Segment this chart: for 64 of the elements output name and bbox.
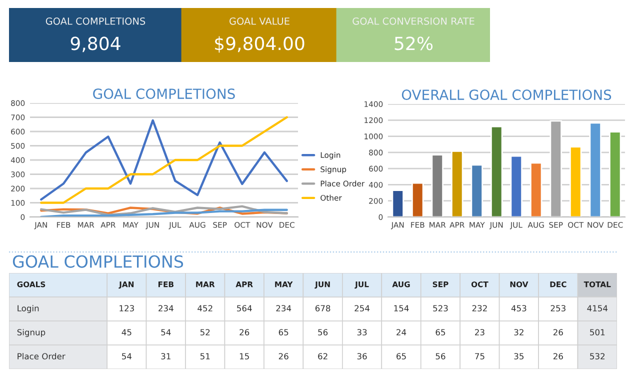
data-label: 65 — [278, 329, 288, 336]
data-label: 234 — [158, 305, 174, 312]
chart-title: OVERALL GOAL COMPLETIONS — [402, 90, 612, 100]
data-label: 75 — [475, 353, 484, 360]
bar — [609, 131, 622, 217]
data-label: 35 — [514, 353, 524, 360]
bar — [392, 190, 404, 217]
data-label: 56 — [436, 353, 446, 360]
chart-title: GOAL COMPLETIONS — [12, 255, 184, 268]
data-label: 532 — [590, 353, 605, 360]
data-label: 253 — [550, 305, 566, 312]
bar — [589, 122, 602, 217]
bar — [510, 155, 522, 217]
data-label: 51 — [200, 353, 210, 360]
data-label: 232 — [472, 305, 487, 312]
text: 52% — [394, 36, 433, 50]
data-label: 501 — [590, 329, 605, 336]
text: 9,804 — [70, 36, 120, 52]
bar — [530, 162, 542, 217]
bar — [412, 182, 424, 217]
data-label: 23 — [475, 329, 484, 336]
data-label: 65 — [436, 329, 446, 336]
text: GOAL COMPLETIONS — [46, 17, 146, 25]
y-tick-label: Signup — [17, 328, 46, 338]
data-label: 33 — [357, 329, 367, 336]
bar — [490, 126, 503, 217]
bar — [470, 164, 483, 217]
data-label: 65 — [396, 353, 406, 360]
data-label: 52 — [200, 329, 210, 336]
y-tick-label: Login — [18, 304, 39, 314]
data-label: 26 — [240, 329, 250, 336]
data-label: 4154 — [587, 305, 608, 312]
data-label: 31 — [161, 353, 170, 360]
data-label: 62 — [318, 353, 328, 360]
data-label: 45 — [122, 329, 132, 336]
text: GOAL CONVERSION RATE — [352, 17, 474, 25]
chart-title: GOAL COMPLETIONS — [93, 88, 235, 100]
data-label: 123 — [120, 305, 134, 312]
data-label: 26 — [553, 353, 563, 360]
data-label: 678 — [315, 305, 330, 312]
data-label: 453 — [511, 305, 526, 312]
data-label: 26 — [553, 329, 563, 336]
text: GOAL VALUE — [230, 17, 290, 25]
data-label: 564 — [237, 305, 252, 312]
data-label: 234 — [276, 305, 292, 312]
y-tick-label: Place Order — [18, 352, 66, 360]
bar — [550, 120, 562, 217]
data-label: 254 — [354, 305, 370, 312]
bar — [570, 146, 582, 217]
bar — [451, 150, 464, 217]
bar — [431, 154, 444, 217]
text: $9,804.00 — [215, 36, 304, 53]
line-series — [40, 208, 288, 217]
data-label: 36 — [357, 353, 367, 360]
data-label: 54 — [122, 353, 132, 360]
data-label: 15 — [240, 353, 249, 360]
data-label: 24 — [396, 329, 406, 336]
data-label: 54 — [161, 329, 171, 336]
data-label: 26 — [278, 353, 288, 360]
data-label: 452 — [198, 305, 212, 312]
data-label: 32 — [514, 329, 524, 336]
data-label: 523 — [433, 305, 448, 312]
data-label: 56 — [318, 329, 328, 336]
data-label: 154 — [394, 305, 409, 312]
